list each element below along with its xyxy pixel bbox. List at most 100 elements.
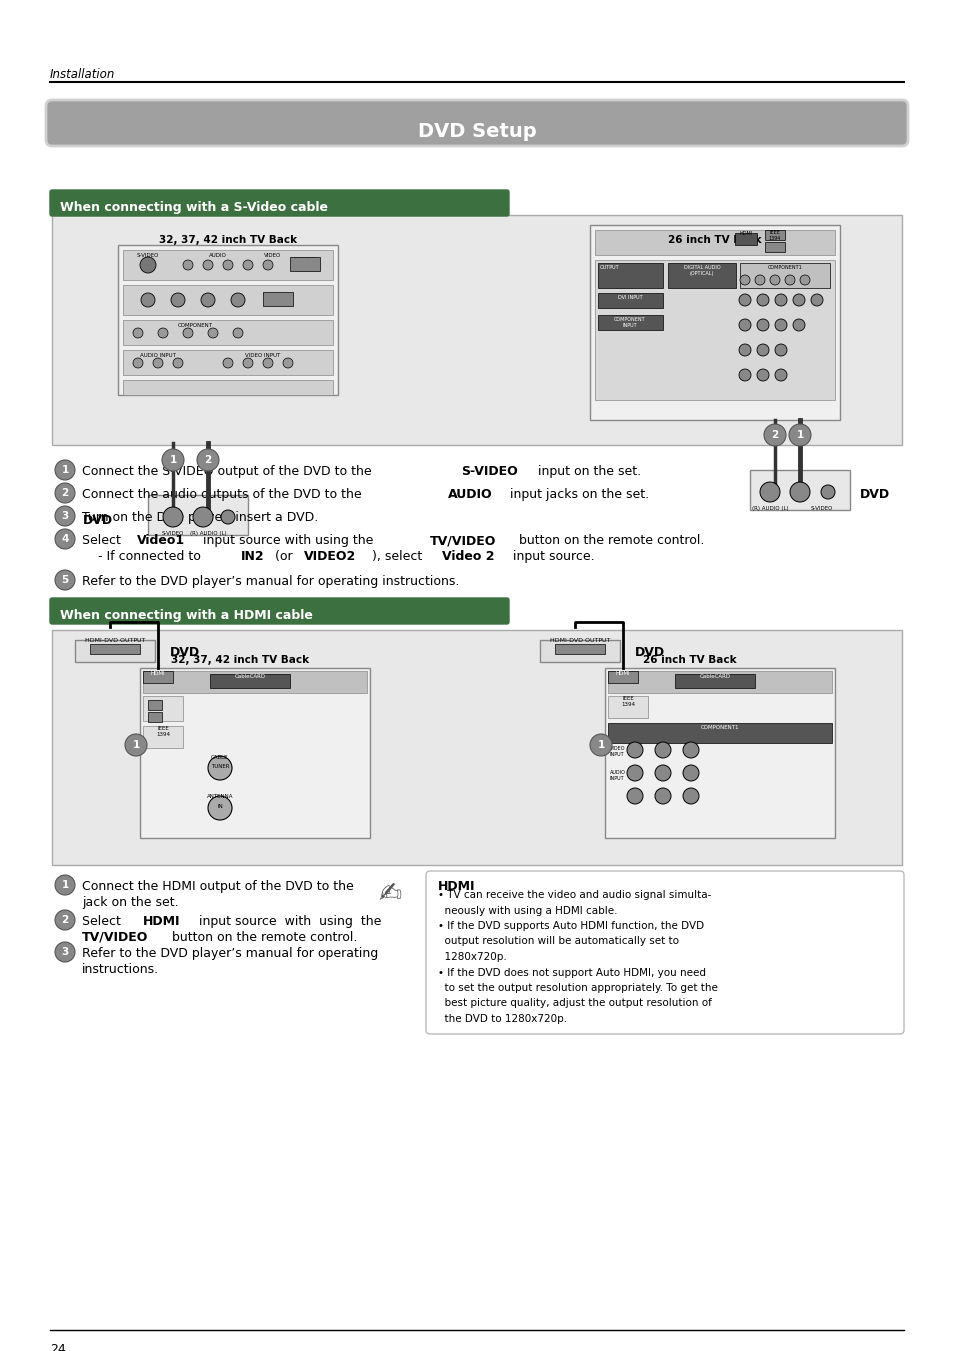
- Circle shape: [158, 328, 168, 338]
- Circle shape: [231, 293, 245, 307]
- Text: 26 inch TV Back: 26 inch TV Back: [642, 655, 736, 665]
- Text: 2: 2: [204, 455, 212, 465]
- Circle shape: [55, 530, 75, 549]
- Circle shape: [223, 358, 233, 367]
- Circle shape: [739, 369, 750, 381]
- Circle shape: [757, 345, 768, 357]
- Text: HDMI: HDMI: [142, 915, 180, 928]
- Circle shape: [754, 276, 764, 285]
- Text: S-VIDEO: S-VIDEO: [136, 253, 159, 258]
- Bar: [539, 640, 619, 662]
- Text: OUTPUT: OUTPUT: [599, 265, 619, 270]
- Circle shape: [800, 276, 809, 285]
- Text: IEEE
1394: IEEE 1394: [156, 725, 170, 736]
- Circle shape: [821, 485, 834, 499]
- Text: Select: Select: [82, 915, 129, 928]
- Circle shape: [55, 459, 75, 480]
- Circle shape: [141, 293, 154, 307]
- Text: Refer to the DVD player’s manual for operating: Refer to the DVD player’s manual for ope…: [82, 947, 377, 961]
- Circle shape: [740, 276, 749, 285]
- Text: 1: 1: [132, 740, 139, 750]
- Bar: [123, 350, 333, 376]
- Text: best picture quality, adjust the output resolution of: best picture quality, adjust the output …: [437, 998, 711, 1008]
- Circle shape: [760, 482, 780, 503]
- Circle shape: [196, 449, 219, 471]
- Text: Connect the audio outputs of the DVD to the: Connect the audio outputs of the DVD to …: [82, 488, 365, 501]
- Text: 1280x720p.: 1280x720p.: [437, 952, 506, 962]
- Text: ), select: ), select: [371, 550, 425, 563]
- Text: 2: 2: [61, 915, 69, 925]
- Circle shape: [201, 293, 214, 307]
- Text: 1: 1: [61, 465, 69, 476]
- Text: 4: 4: [61, 534, 69, 544]
- Circle shape: [223, 259, 233, 270]
- Circle shape: [263, 259, 273, 270]
- Text: 1: 1: [796, 430, 802, 440]
- Bar: [764, 230, 784, 240]
- Circle shape: [183, 259, 193, 270]
- Circle shape: [757, 369, 768, 381]
- Text: DVD: DVD: [170, 647, 200, 659]
- Circle shape: [757, 295, 768, 305]
- Circle shape: [172, 358, 183, 367]
- Circle shape: [162, 449, 184, 471]
- Bar: [75, 640, 154, 662]
- Circle shape: [757, 319, 768, 331]
- Text: input source.: input source.: [509, 550, 595, 563]
- Text: IN2: IN2: [240, 550, 264, 563]
- Text: COMPONENT1: COMPONENT1: [767, 265, 801, 270]
- Circle shape: [682, 765, 699, 781]
- Text: input jacks on the set.: input jacks on the set.: [505, 488, 648, 501]
- Bar: [118, 245, 337, 394]
- Circle shape: [233, 328, 243, 338]
- Text: Refer to the DVD player’s manual for operating instructions.: Refer to the DVD player’s manual for ope…: [82, 576, 459, 588]
- Bar: [148, 712, 162, 721]
- Circle shape: [208, 757, 232, 780]
- Bar: [263, 292, 293, 305]
- Circle shape: [203, 259, 213, 270]
- Circle shape: [263, 358, 273, 367]
- Text: IEEE
1394: IEEE 1394: [768, 230, 781, 240]
- Text: TV/VIDEO: TV/VIDEO: [429, 534, 496, 547]
- Bar: [607, 696, 647, 717]
- Bar: [290, 257, 319, 272]
- Circle shape: [208, 796, 232, 820]
- Text: (R) AUDIO (L): (R) AUDIO (L): [190, 531, 226, 536]
- Circle shape: [774, 295, 786, 305]
- Text: 3: 3: [61, 511, 69, 521]
- Text: 24: 24: [50, 1343, 66, 1351]
- Bar: [598, 293, 662, 308]
- Bar: [148, 700, 162, 711]
- Circle shape: [682, 742, 699, 758]
- Circle shape: [221, 509, 234, 524]
- Circle shape: [784, 276, 794, 285]
- Circle shape: [792, 295, 804, 305]
- Text: S-VIDEO: S-VIDEO: [810, 507, 832, 511]
- Bar: [589, 226, 840, 420]
- Text: COMPONENT: COMPONENT: [178, 323, 213, 328]
- Text: CableCARD: CableCARD: [234, 674, 265, 680]
- Circle shape: [132, 328, 143, 338]
- Text: VIDEO: VIDEO: [264, 253, 281, 258]
- Text: DVI INPUT: DVI INPUT: [617, 295, 641, 300]
- Circle shape: [163, 507, 183, 527]
- Circle shape: [125, 734, 147, 757]
- Text: the DVD to 1280x720p.: the DVD to 1280x720p.: [437, 1015, 566, 1024]
- Text: ✍: ✍: [378, 880, 401, 908]
- Text: HDMI-DVD OUTPUT: HDMI-DVD OUTPUT: [85, 638, 145, 643]
- Circle shape: [283, 358, 293, 367]
- Bar: [740, 263, 829, 288]
- Circle shape: [763, 424, 785, 446]
- Text: VIDEO INPUT: VIDEO INPUT: [245, 353, 280, 358]
- Circle shape: [171, 293, 185, 307]
- Text: Select: Select: [82, 534, 125, 547]
- Text: - If connected to: - If connected to: [82, 550, 205, 563]
- Text: MONITOR
OUT: MONITOR OUT: [290, 257, 315, 267]
- Text: Installation: Installation: [50, 68, 115, 81]
- Bar: [143, 671, 367, 693]
- FancyBboxPatch shape: [50, 598, 509, 624]
- Text: • TV can receive the video and audio signal simulta-: • TV can receive the video and audio sig…: [437, 890, 711, 900]
- Text: COMPONENT
INPUT: COMPONENT INPUT: [614, 317, 645, 328]
- Text: AUDIO INPUT: AUDIO INPUT: [140, 353, 175, 358]
- Bar: [607, 723, 831, 743]
